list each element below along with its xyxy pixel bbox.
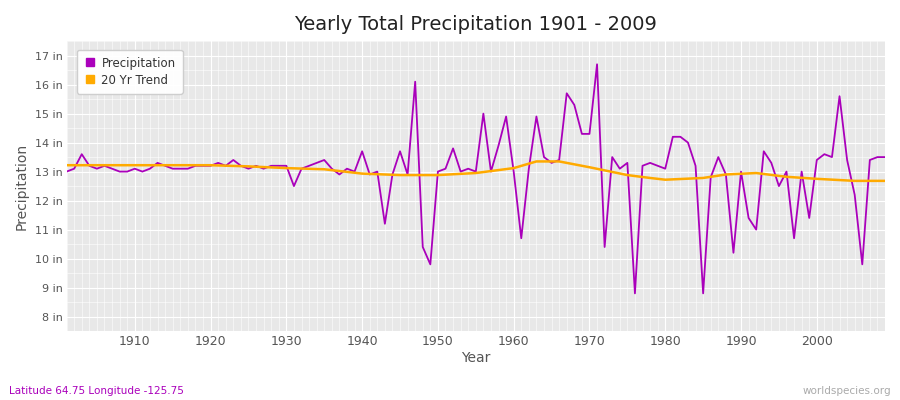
Title: Yearly Total Precipitation 1901 - 2009: Yearly Total Precipitation 1901 - 2009 bbox=[294, 15, 657, 34]
Text: Latitude 64.75 Longitude -125.75: Latitude 64.75 Longitude -125.75 bbox=[9, 386, 184, 396]
X-axis label: Year: Year bbox=[461, 351, 491, 365]
Y-axis label: Precipitation: Precipitation bbox=[15, 142, 29, 230]
Text: worldspecies.org: worldspecies.org bbox=[803, 386, 891, 396]
Legend: Precipitation, 20 Yr Trend: Precipitation, 20 Yr Trend bbox=[76, 50, 183, 94]
